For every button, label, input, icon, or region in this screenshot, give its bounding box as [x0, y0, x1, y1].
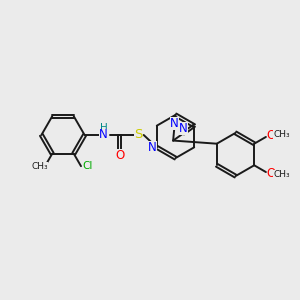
- Text: Cl: Cl: [82, 161, 93, 171]
- Text: CH₃: CH₃: [31, 162, 48, 171]
- Text: S: S: [134, 128, 142, 142]
- Text: CH₃: CH₃: [273, 130, 290, 139]
- Text: H: H: [100, 123, 107, 134]
- Text: CH₃: CH₃: [273, 170, 290, 179]
- Text: O: O: [115, 149, 124, 163]
- Text: N: N: [179, 122, 188, 135]
- Text: O: O: [267, 129, 276, 142]
- Text: O: O: [267, 167, 276, 180]
- Text: N: N: [170, 117, 179, 130]
- Text: N: N: [99, 128, 108, 142]
- Text: N: N: [148, 141, 157, 154]
